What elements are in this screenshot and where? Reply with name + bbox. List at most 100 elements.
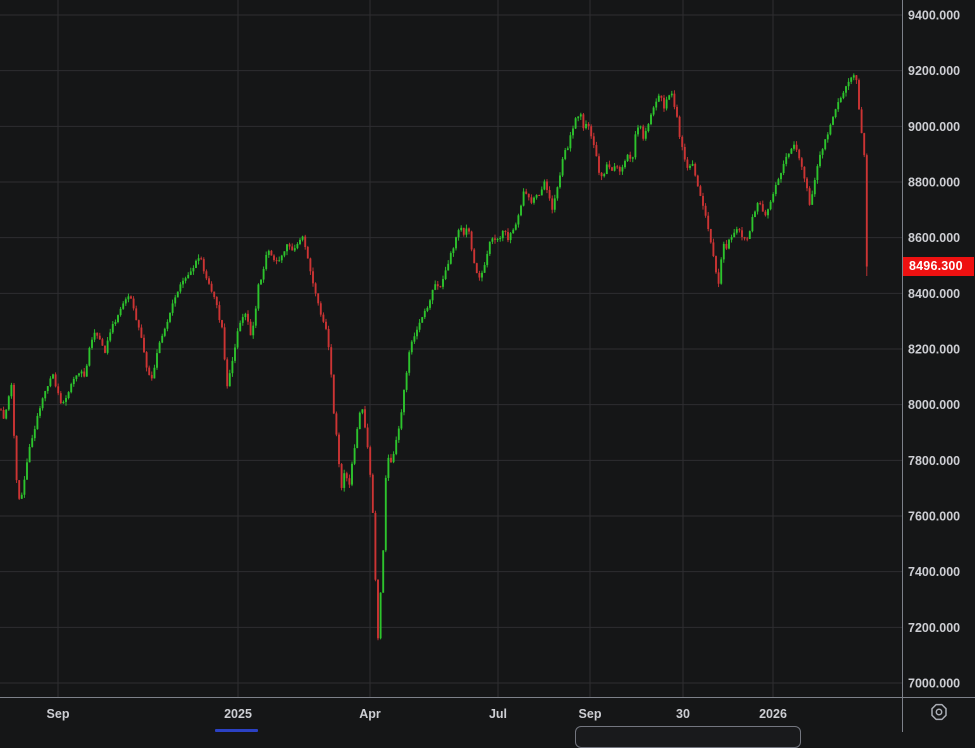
candle-body: [423, 310, 426, 318]
candle-body: [514, 224, 517, 230]
candle-body: [644, 131, 647, 139]
candle-body: [236, 331, 239, 348]
candle-body: [226, 359, 229, 387]
candle-body: [426, 307, 429, 311]
candle-body: [169, 312, 171, 322]
candle-body: [57, 386, 60, 394]
time-tick-label: 2026: [759, 707, 787, 721]
candle-body: [793, 144, 795, 149]
candle-body: [795, 144, 798, 150]
candle-body: [15, 435, 18, 481]
candle-body: [439, 286, 442, 288]
candle-body: [98, 335, 101, 340]
candle-body: [694, 163, 697, 176]
candle-body: [707, 215, 710, 230]
candle-body: [509, 233, 512, 241]
candle-body: [418, 322, 421, 330]
candle-body: [761, 204, 764, 212]
candle-body: [540, 189, 543, 196]
candle-body: [829, 124, 832, 135]
candle-body: [551, 198, 554, 210]
candle-body: [364, 409, 366, 428]
candle-body: [527, 193, 530, 198]
candle-body: [517, 215, 520, 225]
candle-body: [228, 373, 231, 387]
price-tick-label: 7400.000: [908, 565, 960, 579]
candle-body: [10, 384, 13, 397]
candle-body: [738, 229, 741, 231]
bottom-toolbar-edge[interactable]: [575, 726, 801, 748]
candle-body: [767, 209, 769, 216]
candle-body: [442, 279, 444, 287]
candle-body: [374, 512, 377, 580]
candle-body: [676, 106, 678, 117]
candle-body: [595, 145, 598, 157]
candle-body: [587, 123, 590, 127]
candle-body: [117, 315, 119, 323]
candle-body: [473, 249, 476, 264]
candle-body: [860, 109, 863, 134]
candle-body: [369, 447, 372, 475]
candle-body: [491, 238, 494, 242]
candle-body: [345, 473, 348, 479]
candle-body: [665, 99, 668, 109]
candle-body: [816, 166, 819, 181]
candle-body: [712, 242, 715, 257]
candle-body: [338, 434, 340, 465]
candle-body: [18, 480, 21, 499]
candle-body: [865, 155, 868, 267]
candle-body: [631, 157, 634, 159]
candle-body: [496, 238, 499, 240]
candle-body: [444, 270, 447, 280]
candle-body: [161, 335, 164, 343]
candle-body: [772, 194, 775, 202]
candle-body: [717, 272, 720, 284]
price-axis[interactable]: 9400.000 9200.000 9000.000 8800.000 8600.000…: [908, 9, 960, 691]
candle-body: [400, 412, 403, 429]
candle-body: [187, 274, 190, 279]
candle-body: [192, 267, 195, 272]
candle-body: [845, 86, 847, 93]
candle-body: [603, 174, 606, 177]
candle-body: [592, 136, 595, 146]
price-tick-label: 7200.000: [908, 621, 960, 635]
candle-body: [377, 579, 379, 639]
candle-body: [384, 477, 387, 551]
time-axis[interactable]: Sep 2025 Apr Jul Sep 30 2026: [47, 707, 787, 721]
candle-body: [156, 353, 158, 368]
candle-body: [104, 345, 106, 353]
candle-body: [260, 279, 262, 285]
candle-body: [546, 181, 548, 191]
scale-settings-button[interactable]: [925, 701, 953, 727]
candle-body: [486, 253, 489, 266]
candle-body: [221, 320, 223, 328]
candle-body: [119, 308, 122, 316]
candle-body: [322, 314, 325, 322]
scrollbar-thumb[interactable]: [215, 729, 258, 732]
candle-body: [202, 259, 205, 272]
candle-body: [611, 167, 613, 171]
candle-body: [824, 139, 827, 150]
time-tick-label: 2025: [224, 707, 252, 721]
candle-body: [270, 250, 273, 256]
candle-body: [715, 256, 717, 273]
candle-body: [413, 336, 416, 342]
candle-body: [166, 321, 169, 329]
candlestick-chart[interactable]: 9400.000 9200.000 9000.000 8800.000 8600.000…: [0, 0, 975, 732]
candle-body: [46, 386, 49, 392]
candle-body: [85, 365, 88, 377]
candle-body: [837, 102, 840, 110]
time-tick-label: Sep: [47, 707, 70, 721]
candle-body: [208, 278, 210, 284]
candle-body: [273, 255, 275, 261]
candle-body: [195, 260, 197, 268]
candle-body: [33, 429, 36, 439]
candle-body: [210, 283, 213, 292]
candle-body: [725, 243, 728, 249]
candle-body: [218, 305, 221, 321]
candle-body: [304, 236, 307, 248]
candle-body: [465, 228, 468, 235]
candle-body: [756, 203, 759, 212]
candle-body: [410, 341, 413, 353]
candle-body: [696, 175, 699, 187]
